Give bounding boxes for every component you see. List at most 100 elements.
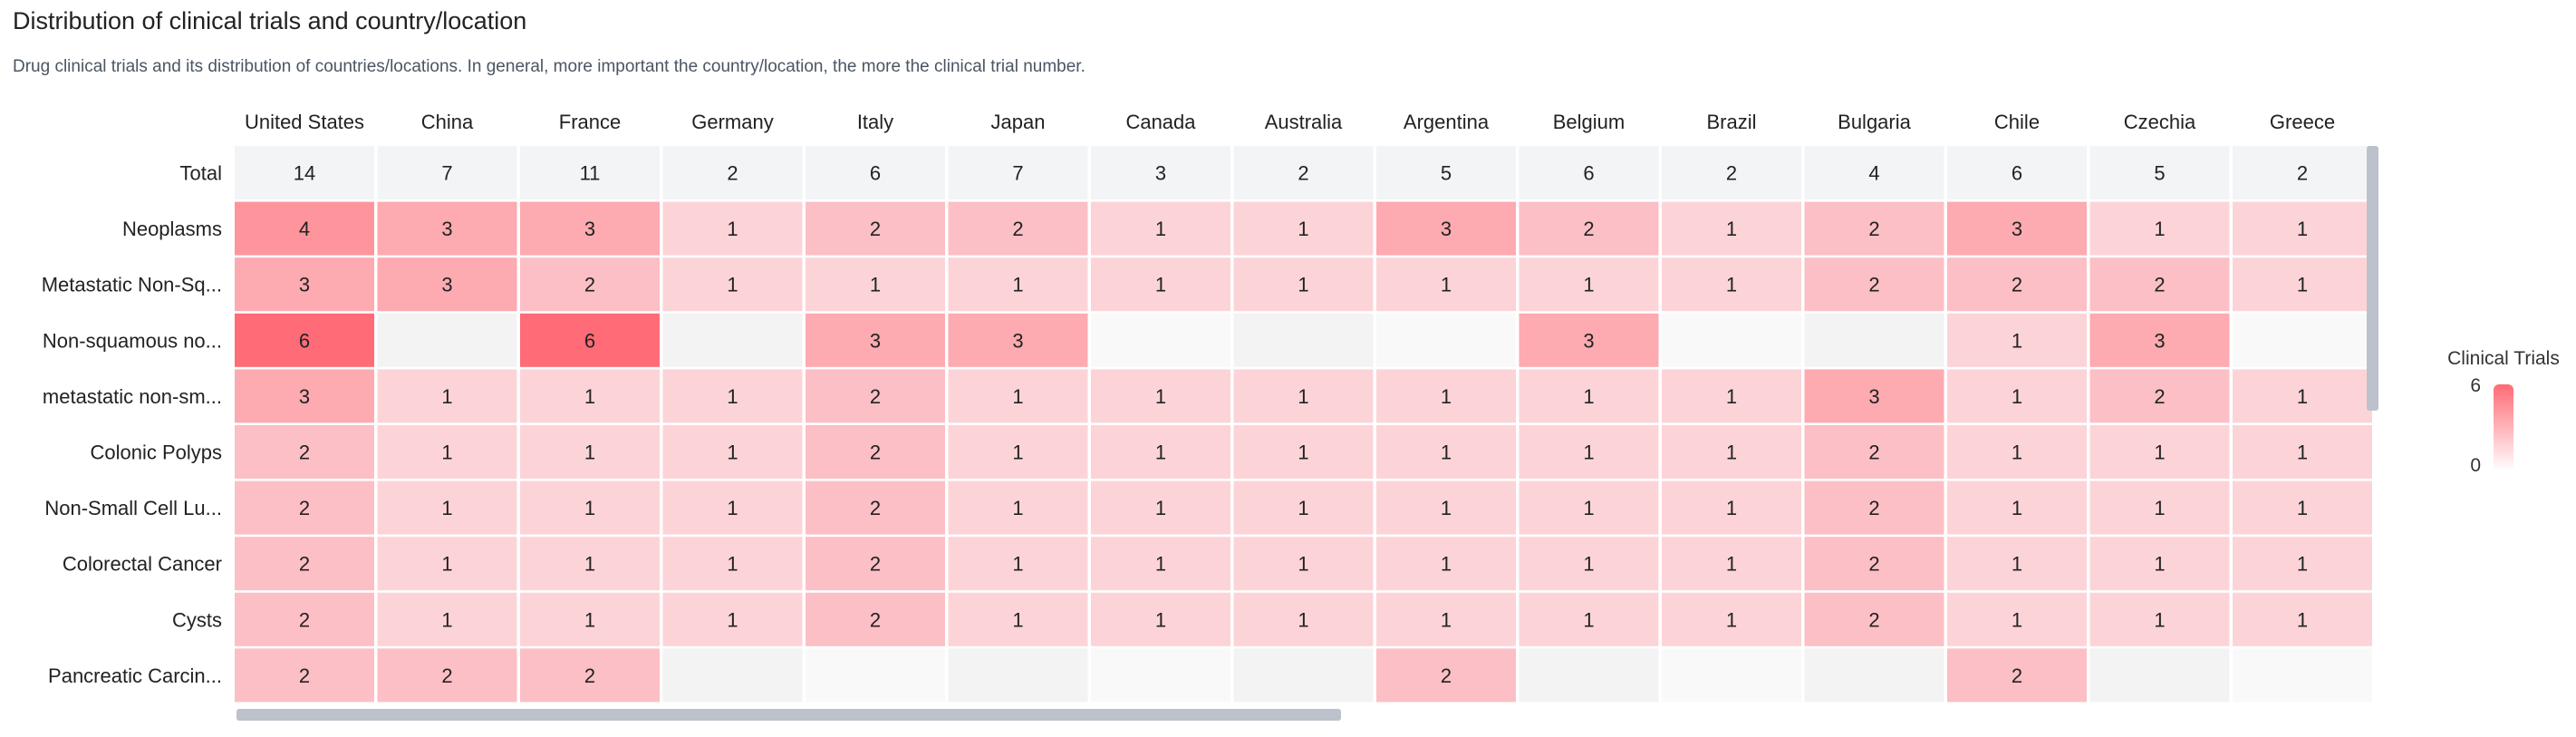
- cell-value: 2: [1726, 162, 1737, 185]
- cell-value: 1: [2297, 385, 2308, 408]
- heatmap-cell: [1234, 648, 1374, 702]
- cell-value: 2: [727, 162, 738, 185]
- cell-value: 1: [727, 218, 738, 240]
- row-label: Cysts: [172, 608, 222, 631]
- cell-value: 1: [1441, 553, 1452, 576]
- cell-value: 1: [1726, 553, 1737, 576]
- cell-value: 6: [2012, 162, 2022, 185]
- cell-value: 1: [727, 497, 738, 519]
- cell-value: 2: [299, 553, 310, 576]
- cell-value: 1: [2012, 385, 2022, 408]
- cell-value: 3: [299, 274, 310, 296]
- heatmap-cell: [949, 648, 1088, 702]
- column-label: Greece: [2270, 111, 2335, 133]
- cell-value: 3: [2012, 218, 2022, 240]
- cell-value: 1: [2012, 329, 2022, 352]
- cell-value: 1: [1298, 218, 1308, 240]
- cell-value: 2: [299, 664, 310, 687]
- cell-value: 2: [2154, 274, 2165, 296]
- cell-value: 3: [1583, 329, 1594, 352]
- heatmap-cell: [378, 314, 517, 367]
- cell-value: 3: [2154, 329, 2165, 352]
- cell-value: 1: [441, 553, 452, 576]
- cell-value: 6: [1583, 162, 1594, 185]
- cell-value: 3: [1441, 218, 1452, 240]
- cell-value: 3: [441, 218, 452, 240]
- column-label: Japan: [991, 111, 1046, 133]
- cell-value: 1: [2012, 553, 2022, 576]
- cell-value: 2: [584, 274, 595, 296]
- cell-value: 1: [441, 608, 452, 631]
- cell-value: 2: [1868, 553, 1879, 576]
- cell-value: 1: [584, 497, 595, 519]
- legend-max-label: 6: [2470, 375, 2481, 396]
- column-label: Australia: [1265, 111, 1343, 133]
- cell-value: 2: [870, 497, 881, 519]
- cell-value: 1: [1441, 274, 1452, 296]
- cell-value: 6: [870, 162, 881, 185]
- cell-value: 3: [870, 329, 881, 352]
- cell-value: 2: [1298, 162, 1308, 185]
- cell-value: 1: [1298, 385, 1308, 408]
- vertical-scrollbar[interactable]: [2367, 146, 2378, 411]
- cell-value: 1: [584, 441, 595, 464]
- cell-value: 6: [584, 329, 595, 352]
- cell-value: 1: [2297, 441, 2308, 464]
- cell-value: 2: [1868, 497, 1879, 519]
- cell-value: 3: [1155, 162, 1166, 185]
- cell-value: 1: [2297, 218, 2308, 240]
- cell-value: 1: [1583, 274, 1594, 296]
- cell-value: 11: [580, 162, 601, 185]
- cell-value: 2: [299, 441, 310, 464]
- cell-value: 2: [2297, 162, 2308, 185]
- cell-value: 3: [299, 385, 310, 408]
- row-label: Neoplasms: [122, 218, 222, 240]
- cell-value: 1: [727, 608, 738, 631]
- cell-value: 2: [1868, 218, 1879, 240]
- cell-value: 1: [1298, 441, 1308, 464]
- cell-value: 2: [584, 664, 595, 687]
- row-label: Non-Small Cell Lu...: [44, 497, 222, 519]
- column-label: Canada: [1125, 111, 1196, 133]
- cell-value: 3: [584, 218, 595, 240]
- cell-value: 1: [1726, 218, 1737, 240]
- cell-value: 1: [2012, 441, 2022, 464]
- cell-value: 1: [1298, 553, 1308, 576]
- cell-value: 1: [1155, 441, 1166, 464]
- heatmap-cell: [2233, 314, 2372, 367]
- cell-value: 1: [1583, 608, 1594, 631]
- row-label: Colonic Polyps: [90, 441, 222, 464]
- horizontal-scrollbar[interactable]: [236, 709, 1341, 721]
- cell-value: 1: [1583, 497, 1594, 519]
- cell-value: 3: [1012, 329, 1023, 352]
- cell-value: 1: [1726, 274, 1737, 296]
- cell-value: 2: [870, 553, 881, 576]
- column-label: Brazil: [1706, 111, 1756, 133]
- cell-value: 5: [1441, 162, 1452, 185]
- cell-value: 4: [299, 218, 310, 240]
- heatmap-cell: [2233, 648, 2372, 702]
- cell-value: 2: [870, 218, 881, 240]
- legend-min-label: 0: [2470, 455, 2481, 476]
- heatmap-cell: [1520, 648, 1659, 702]
- row-label: Metastatic Non-Sq...: [42, 274, 222, 296]
- cell-value: 1: [1012, 608, 1023, 631]
- cell-value: 1: [1583, 441, 1594, 464]
- column-label: France: [559, 111, 621, 133]
- cell-value: 3: [441, 274, 452, 296]
- cell-value: 2: [1583, 218, 1594, 240]
- cell-value: 1: [1441, 441, 1452, 464]
- heatmap-cell: [1805, 314, 1944, 367]
- cell-value: 2: [1441, 664, 1452, 687]
- cell-value: 1: [1441, 385, 1452, 408]
- heatmap-cell: [806, 648, 945, 702]
- cell-value: 1: [1012, 385, 1023, 408]
- cell-value: 1: [441, 497, 452, 519]
- cell-value: 1: [2297, 608, 2308, 631]
- cell-value: 1: [1726, 608, 1737, 631]
- cell-value: 1: [2154, 441, 2165, 464]
- cell-value: 1: [1726, 441, 1737, 464]
- row-label: metastatic non-sm...: [43, 385, 222, 408]
- cell-value: 2: [870, 608, 881, 631]
- cell-value: 2: [299, 497, 310, 519]
